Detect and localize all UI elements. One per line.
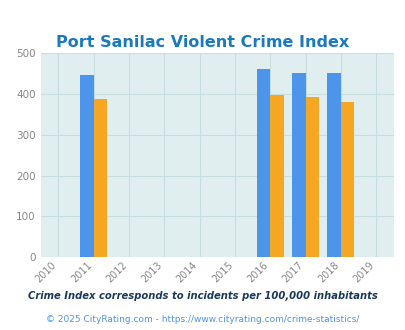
Bar	[80, 75, 94, 257]
Bar	[305, 97, 318, 257]
Bar	[93, 99, 107, 257]
Bar	[326, 73, 340, 257]
Text: Port Sanilac Violent Crime Index: Port Sanilac Violent Crime Index	[56, 35, 349, 50]
Text: Crime Index corresponds to incidents per 100,000 inhabitants: Crime Index corresponds to incidents per…	[28, 291, 377, 301]
Text: © 2025 CityRating.com - https://www.cityrating.com/crime-statistics/: © 2025 CityRating.com - https://www.city…	[46, 315, 359, 324]
Bar	[340, 102, 354, 257]
Bar	[291, 73, 305, 257]
Bar	[256, 69, 270, 257]
Bar	[269, 95, 283, 257]
